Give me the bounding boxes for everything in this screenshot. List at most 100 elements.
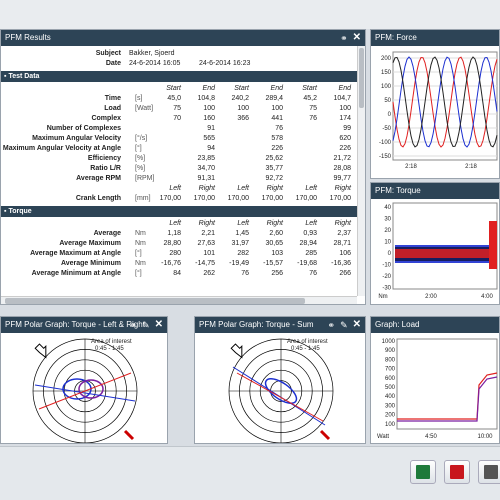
y-tick-label: 200 (385, 413, 396, 419)
horizontal-scrollbar[interactable] (1, 296, 357, 304)
link-icon[interactable]: ⚭ (327, 320, 336, 330)
force-plot[interactable]: 200 150 100 50 0 -50 -100 -150 2:18 2:18 (371, 46, 500, 179)
pin-icon[interactable]: ✎ (340, 320, 348, 330)
area-of-interest-label: Area of interest (91, 339, 132, 345)
test-data-header: Test Data (8, 73, 40, 80)
load-plot[interactable]: 1000 900 800 700 600 500 400 300 200 100 Watt 4:50 1… (371, 333, 500, 444)
table-cell: Right (266, 220, 283, 227)
pin-icon[interactable]: ✎ (142, 320, 150, 330)
subject-value: Bakker, Sjoerd (129, 50, 175, 57)
export-excel-button[interactable] (410, 460, 436, 484)
link-icon[interactable]: ⚭ (129, 320, 138, 330)
close-icon[interactable]: ✕ (352, 32, 361, 43)
torque-red-band (395, 249, 491, 258)
table-cell: 91 (207, 125, 215, 132)
y-tick-label: 0 (388, 251, 392, 257)
table-cell: Right (334, 220, 351, 227)
table-cell (217, 154, 251, 164)
row-label: Load (104, 105, 121, 112)
table-cell (217, 174, 251, 184)
table-cell: 282 (237, 250, 249, 257)
table-cell: 35,77 (265, 165, 283, 172)
vertical-scroll-thumb[interactable] (359, 48, 364, 108)
table-row: Average Maximum Nm 28,80 27,63 31,97 30,65 28,… (1, 239, 357, 249)
table-cell: 100 (203, 105, 215, 112)
close-icon[interactable]: ✕ (154, 319, 163, 330)
row-label: Complex (91, 115, 121, 122)
table-cell: 262 (203, 270, 215, 277)
direction-arrow (123, 429, 135, 441)
table-cell: 104,7 (333, 95, 351, 102)
y-tick-label: 900 (385, 348, 396, 354)
row-cells: 84 262 76 256 76 266 (149, 269, 357, 279)
force-title: PFM: Force (375, 33, 417, 42)
direction-arrow (230, 343, 243, 359)
polar-lr-title: PFM Polar Graph: Torque - Left & Right (5, 320, 145, 329)
row-unit: [°] (135, 145, 142, 152)
y-tick-label: 100 (381, 84, 392, 90)
torque-section[interactable]: ▪ Torque (1, 206, 357, 217)
row-cells: LeftRightLeftRightLeftRightLe (149, 184, 357, 194)
table-cell: 31,97 (231, 240, 249, 247)
row-label: Average Minimum (60, 260, 121, 267)
torque-plot[interactable]: 40 30 20 10 0 -10 -20 -30 Nm 2:00 4:00 (371, 199, 500, 305)
x-tick-label: 10:00 (477, 434, 493, 440)
area-of-interest-range: 0:45 - 1:45 (95, 346, 124, 352)
table-row: Average Nm 1,18 2,21 1,45 2,60 0,93 2,37 (1, 229, 357, 239)
load-title: Graph: Load (375, 320, 420, 329)
link-icon[interactable]: ⚭ (340, 33, 348, 43)
table-cell: 23,85 (197, 155, 215, 162)
x-tick-label: Nm (378, 294, 387, 300)
vertical-scrollbar[interactable] (357, 46, 365, 296)
table-cell: Left (305, 185, 317, 192)
table-cell (217, 144, 251, 154)
table-cell: 75 (309, 105, 317, 112)
y-tick-label: 40 (384, 205, 391, 211)
polar-direction-line (236, 372, 324, 422)
row-cells: StartEndStartEndStartEndStart (149, 84, 357, 94)
excel-icon (416, 465, 430, 479)
row-unit: [%] (135, 165, 146, 172)
column-header-row: LeftRightLeftRightLeftRightLe (1, 219, 357, 229)
load-red-line (397, 372, 498, 420)
print-button[interactable] (478, 460, 500, 484)
test-data-section[interactable]: ▪ Test Data (1, 71, 357, 82)
export-pdf-button[interactable] (444, 460, 470, 484)
date-row: Date 24-6-2014 16:05 24-6-2014 16:23 (1, 59, 357, 69)
row-unit: [mm] (135, 195, 151, 202)
table-cell: 21,72 (333, 155, 351, 162)
polar-right-curve (78, 379, 104, 399)
table-cell: 101 (203, 250, 215, 257)
horizontal-scroll-thumb[interactable] (5, 298, 305, 304)
table-cell: 28,08 (333, 165, 351, 172)
polar-direction-line (34, 384, 136, 402)
table-cell: 106 (339, 250, 351, 257)
row-cells: 91 76 99 (149, 124, 357, 134)
direction-arrow (34, 343, 47, 359)
table-cell: Right (334, 185, 351, 192)
row-unit: [°/s] (135, 135, 148, 142)
polar-lr-panel: PFM Polar Graph: Torque - Left & Right ⚭… (0, 316, 168, 444)
close-icon[interactable]: ✕ (352, 319, 361, 330)
table-cell: 280 (169, 250, 181, 257)
row-label: Number of Complexes (46, 125, 121, 132)
row-cells: 70160366441761743 (149, 114, 357, 124)
y-tick-label: 700 (385, 367, 396, 373)
row-label: Average (93, 230, 121, 237)
row-label: Average Maximum at Angle (30, 250, 121, 257)
table-cell: Left (237, 220, 249, 227)
table-cell: 2,21 (201, 230, 215, 237)
table-cell (285, 164, 319, 174)
table-cell: 366 (237, 115, 249, 122)
table-cell (149, 154, 183, 164)
table-cell: 170,00 (329, 195, 351, 202)
polar-sum-panel: PFM Polar Graph: Torque - Sum ⚭ ✎ ✕ Area… (194, 316, 366, 444)
table-cell: 91,31 (197, 175, 215, 182)
table-cell: End (270, 85, 283, 92)
table-cell: 285 (305, 250, 317, 257)
table-cell: Left (305, 220, 317, 227)
table-cell: 170,00 (227, 195, 249, 202)
